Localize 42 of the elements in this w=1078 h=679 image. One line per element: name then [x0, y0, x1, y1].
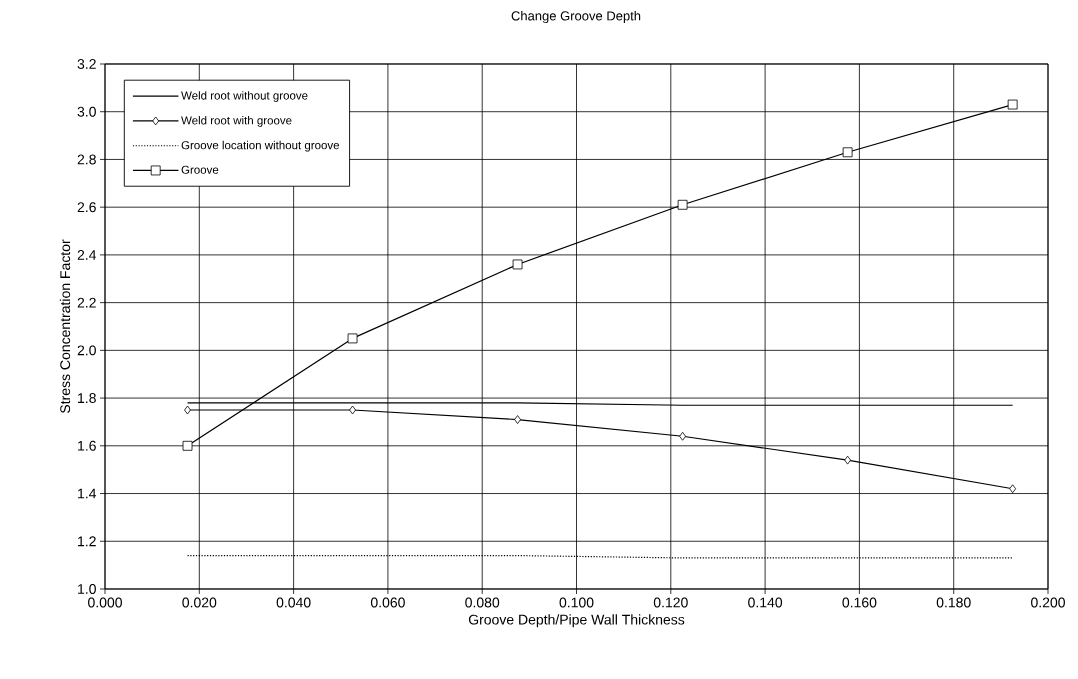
- y-tick-label: 1.6: [78, 440, 96, 451]
- y-tick-label: 1.8: [78, 393, 96, 404]
- x-tick-label: 0.180: [936, 597, 971, 608]
- point: [677, 199, 688, 210]
- point: [842, 147, 853, 158]
- point: [1009, 484, 1017, 494]
- x-tick-label: 0.160: [842, 597, 877, 608]
- chart-title: Change Groove Depth: [511, 10, 641, 24]
- y-tick-label: 2.6: [77, 202, 96, 213]
- y-tick-label: 2.0: [77, 345, 96, 356]
- legend-label: Weld root without groove: [181, 91, 308, 102]
- y-tick-label: 2.8: [77, 154, 96, 165]
- x-tick-label: 0.120: [653, 597, 688, 608]
- y-axis-title: Stress Concentration Factor: [59, 239, 71, 413]
- point: [347, 333, 358, 344]
- legend-label: Weld root with groove: [181, 116, 292, 127]
- y-tick-label: 1.0: [78, 584, 96, 594]
- point: [182, 440, 193, 451]
- y-tick-label: 2.2: [77, 297, 96, 308]
- x-tick-label: 0.100: [559, 597, 594, 608]
- x-tick-label: 0.000: [88, 597, 122, 608]
- point: [679, 431, 686, 441]
- point: [349, 405, 356, 415]
- point: [512, 259, 523, 270]
- x-tick-label: 0.080: [465, 597, 500, 608]
- point: [1007, 99, 1018, 110]
- x-tick-label: 0.140: [748, 597, 783, 608]
- y-tick-label: 3.0: [77, 106, 96, 117]
- legend-label: Groove: [181, 165, 219, 174]
- x-tick-label: 0.020: [182, 597, 217, 608]
- legend-label: Groove location without groove: [181, 140, 340, 152]
- point: [184, 405, 191, 415]
- point: [514, 415, 521, 424]
- x-tick-label: 0.200: [1031, 597, 1065, 608]
- y-tick-label: 1.2: [78, 536, 96, 547]
- x-axis-title: Groove Depth/Pipe Wall Thickness: [468, 614, 685, 628]
- x-tick-label: 0.060: [370, 597, 405, 608]
- y-tick-label: 2.4: [77, 250, 97, 260]
- y-tick-label: 1.4: [78, 488, 97, 499]
- x-tick-label: 0.040: [276, 597, 311, 608]
- point: [844, 455, 852, 465]
- y-tick-label: 3.2: [77, 59, 96, 69]
